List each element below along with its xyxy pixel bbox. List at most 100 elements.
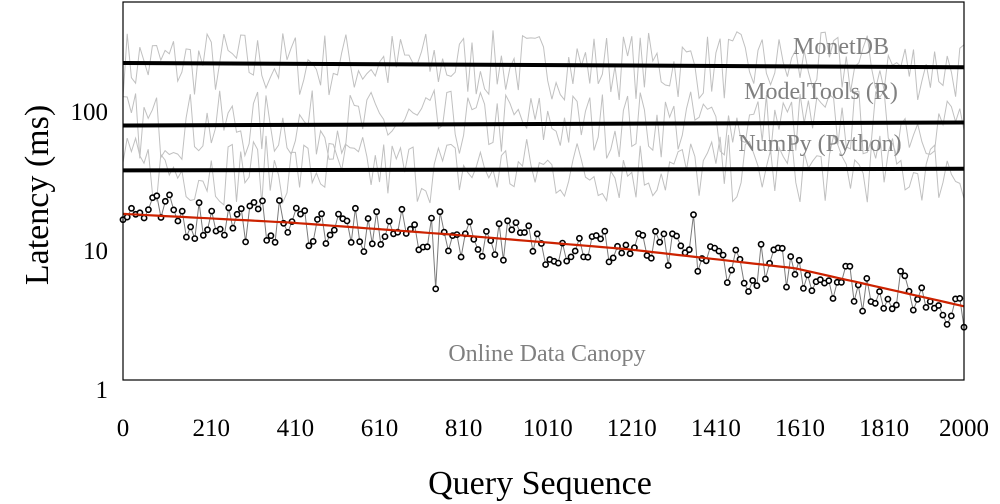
canopy-point-48 xyxy=(322,240,330,247)
canopy-point-179 xyxy=(876,288,883,295)
canopy-point-19 xyxy=(199,231,207,239)
canopy-point-103 xyxy=(554,259,562,267)
canopy-point-118 xyxy=(618,249,626,257)
canopy-point-74 xyxy=(432,285,440,293)
canopy-point-194 xyxy=(939,311,947,319)
canopy-point-142 xyxy=(719,251,727,259)
canopy-point-165 xyxy=(816,276,824,284)
canopy-point-42 xyxy=(297,210,304,218)
canopy-point-54 xyxy=(347,238,355,246)
canopy-point-34 xyxy=(263,236,271,244)
x-tick-label: 210 xyxy=(193,415,231,442)
canopy-point-167 xyxy=(825,277,833,285)
canopy-point-161 xyxy=(800,284,807,292)
canopy-point-193 xyxy=(935,302,942,309)
canopy-point-158 xyxy=(787,253,795,260)
y-tick-label: 1 xyxy=(96,377,109,404)
canopy-point-85 xyxy=(478,252,486,260)
canopy-point-50 xyxy=(330,226,338,234)
x-tick-label: 2000 xyxy=(939,415,989,442)
canopy-point-5 xyxy=(140,214,148,222)
canopy-point-28 xyxy=(237,205,245,213)
canopy-point-84 xyxy=(474,246,482,253)
x-tick-label: 1610 xyxy=(775,415,825,442)
canopy-point-49 xyxy=(326,231,334,239)
canopy-point-136 xyxy=(694,267,702,275)
x-tick-label: 810 xyxy=(445,415,483,442)
canopy-point-95 xyxy=(521,229,528,236)
canopy-point-45 xyxy=(309,237,317,245)
canopy-point-18 xyxy=(195,199,203,207)
canopy-point-51 xyxy=(335,210,342,218)
canopy-point-92 xyxy=(508,226,516,234)
canopy-fit-curve xyxy=(122,212,965,308)
canopy-point-126 xyxy=(652,227,659,235)
canopy-point-25 xyxy=(225,204,233,212)
canopy-point-141 xyxy=(715,247,723,255)
canopy-point-115 xyxy=(605,258,613,266)
canopy-point-181 xyxy=(884,295,892,303)
trend-line-monetdb xyxy=(122,61,965,70)
canopy-point-91 xyxy=(504,217,511,225)
canopy-point-46 xyxy=(313,215,321,223)
canopy-point-73 xyxy=(428,214,435,222)
canopy-point-61 xyxy=(377,240,385,248)
series-label-numpy: NumPy (Python) xyxy=(738,131,901,157)
trend-line-numpy-python xyxy=(122,166,965,173)
canopy-point-114 xyxy=(601,227,609,235)
canopy-point-180 xyxy=(880,304,888,312)
series-label-monetdb: MonetDB xyxy=(793,34,889,60)
canopy-point-190 xyxy=(922,303,930,311)
canopy-point-116 xyxy=(609,254,617,262)
canopy-point-128 xyxy=(660,230,668,238)
canopy-point-189 xyxy=(918,284,926,292)
canopy-point-30 xyxy=(246,202,254,210)
canopy-point-72 xyxy=(423,243,431,251)
canopy-point-26 xyxy=(229,224,237,232)
canopy-point-10 xyxy=(161,197,169,205)
canopy-point-172 xyxy=(846,262,854,270)
canopy-point-43 xyxy=(301,207,309,215)
canopy-point-33 xyxy=(259,197,266,205)
noise-lines xyxy=(122,30,965,206)
canopy-point-196 xyxy=(947,312,955,320)
canopy-point-198 xyxy=(956,294,964,302)
canopy-point-123 xyxy=(639,231,647,239)
canopy-point-96 xyxy=(525,222,533,230)
canopy-point-131 xyxy=(673,232,680,240)
canopy-point-168 xyxy=(829,295,837,302)
canopy-point-170 xyxy=(838,278,845,286)
canopy-point-16 xyxy=(187,223,194,231)
canopy-point-31 xyxy=(250,198,258,206)
canopy-point-27 xyxy=(233,210,241,218)
canopy-point-69 xyxy=(411,221,418,229)
canopy-point-93 xyxy=(512,219,520,226)
canopy-point-112 xyxy=(592,232,600,239)
canopy-point-106 xyxy=(567,253,575,261)
canopy-point-152 xyxy=(762,275,769,283)
canopy-point-77 xyxy=(444,247,452,255)
canopy-point-175 xyxy=(859,307,866,315)
canopy-point-148 xyxy=(745,288,752,295)
canopy-point-195 xyxy=(943,320,951,328)
canopy-point-24 xyxy=(220,231,228,239)
canopy-point-119 xyxy=(622,241,630,249)
y-axis-title: Latency (ms) xyxy=(19,105,56,285)
canopy-point-147 xyxy=(740,279,748,287)
canopy-point-178 xyxy=(871,299,879,307)
canopy-series xyxy=(119,191,968,331)
canopy-point-63 xyxy=(385,217,393,225)
canopy-point-11 xyxy=(166,191,173,199)
canopy-point-143 xyxy=(723,279,731,286)
noise-line-2 xyxy=(122,134,965,206)
y-tick-label: 100 xyxy=(71,99,109,126)
canopy-point-86 xyxy=(482,227,490,235)
canopy-point-39 xyxy=(284,228,292,236)
canopy-point-156 xyxy=(778,244,786,252)
x-tick-label: 1010 xyxy=(523,415,573,442)
x-tick-label: 1210 xyxy=(607,415,657,442)
canopy-point-160 xyxy=(795,256,803,264)
trend-line-modeltools-r xyxy=(122,120,965,128)
